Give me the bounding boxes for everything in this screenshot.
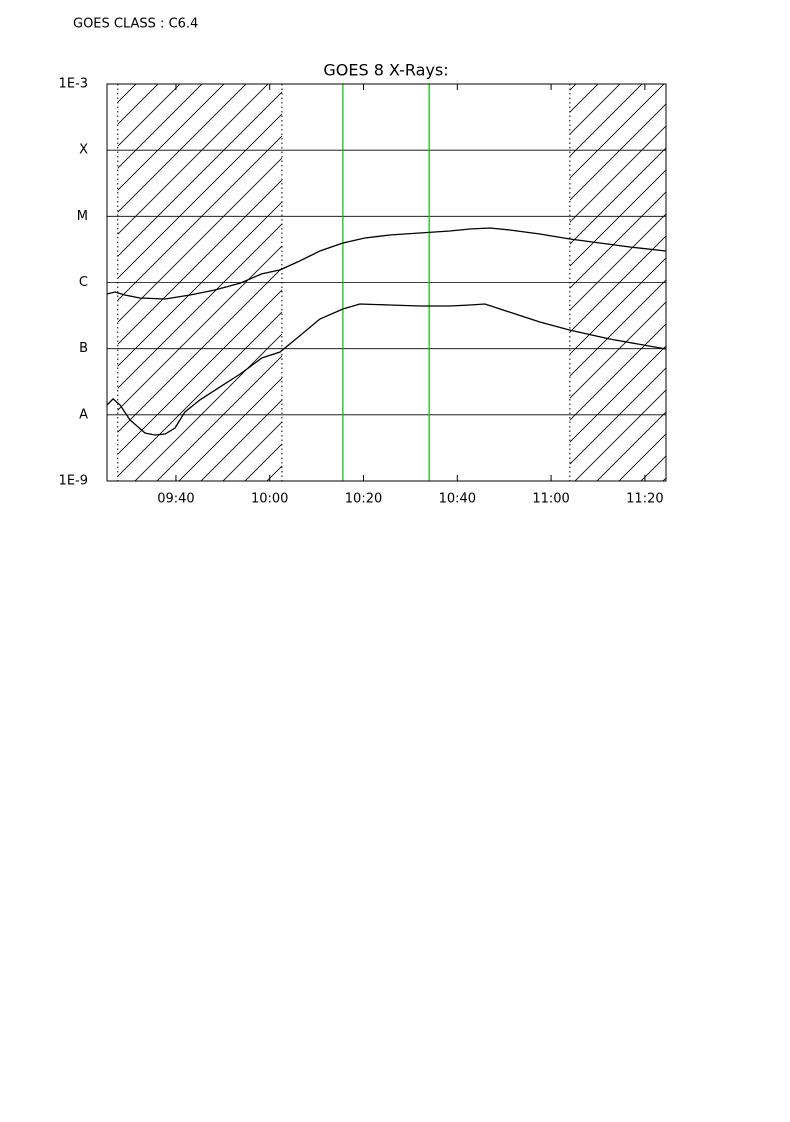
x-tick-label: 11:20	[626, 492, 663, 507]
flux-line	[106, 303, 667, 436]
y-tick-label: B	[79, 341, 88, 356]
y-tick-label: A	[79, 407, 88, 422]
x-tick-label: 10:40	[439, 492, 476, 507]
y-tick-label: 1E-9	[59, 474, 88, 489]
y-tick-label: C	[79, 275, 88, 290]
flux-line	[106, 227, 667, 300]
header: GOES CLASS : C6.4	[73, 17, 198, 32]
x-tick-label: 10:00	[251, 492, 288, 507]
x-tick-label: 10:20	[345, 492, 382, 507]
chart-title: GOES 8 X-Rays:	[323, 61, 448, 80]
y-tick-label: 1E-3	[59, 77, 88, 92]
x-tick-label: 09:40	[157, 492, 194, 507]
x-tick-label: 11:00	[532, 492, 569, 507]
y-tick-label: X	[79, 143, 88, 158]
y-tick-label: M	[77, 209, 88, 224]
plot-frame	[106, 83, 667, 482]
